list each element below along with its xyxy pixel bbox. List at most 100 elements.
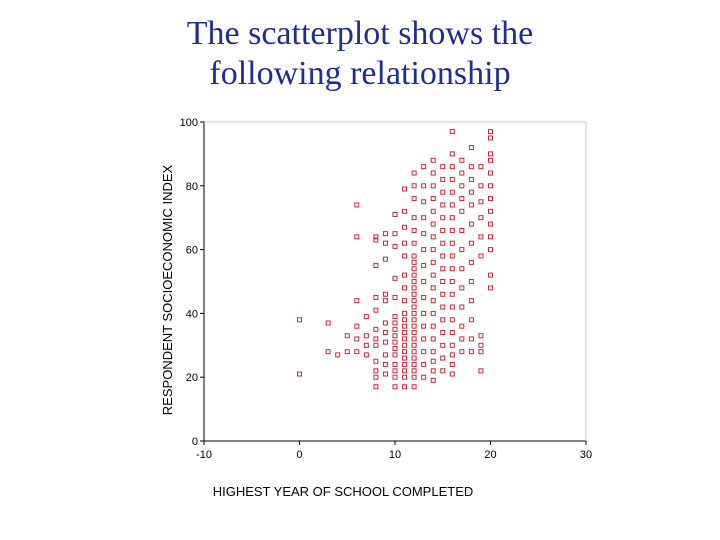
data-point: [430, 377, 436, 383]
data-point: [411, 279, 417, 284]
y-tick-label: 40: [186, 308, 198, 320]
data-point: [402, 317, 408, 323]
data-point: [449, 342, 455, 348]
data-point: [402, 310, 408, 316]
data-point: [421, 199, 427, 205]
data-point: [488, 129, 493, 135]
data-point: [421, 374, 427, 380]
data-point: [402, 330, 408, 336]
data-point: [325, 320, 331, 326]
data-point: [449, 304, 455, 310]
slide-title: The scatterplot shows the following rela…: [0, 14, 720, 94]
data-point: [392, 320, 398, 326]
data-point: [392, 326, 398, 332]
data-point: [344, 349, 350, 355]
data-point: [411, 304, 417, 310]
data-point: [392, 368, 398, 374]
data-point: [421, 349, 427, 355]
data-point: [449, 279, 455, 284]
data-point: [449, 361, 455, 367]
data-point: [440, 227, 446, 233]
data-point: [411, 291, 417, 297]
data-point: [488, 183, 493, 189]
data-point: [440, 253, 446, 259]
data-point: [411, 323, 417, 329]
data-point: [440, 342, 446, 348]
data-point: [402, 374, 408, 380]
data-point: [468, 176, 474, 182]
data-point: [430, 157, 436, 163]
data-point: [468, 145, 474, 151]
y-axis-title: RESPONDENT SOCIOECONOMIC INDEX: [160, 164, 175, 415]
data-point: [392, 345, 398, 351]
data-point: [392, 212, 398, 218]
plot-frame: [203, 121, 587, 442]
data-point: [440, 279, 446, 284]
data-point: [373, 342, 379, 348]
data-point: [478, 234, 484, 240]
data-point: [459, 196, 465, 202]
data-point: [430, 247, 436, 253]
data-point: [449, 215, 455, 221]
data-point: [402, 298, 408, 304]
data-point: [411, 272, 417, 278]
x-axis: -10 0 10 20 30: [196, 441, 592, 461]
data-point: [449, 189, 455, 195]
data-point: [421, 310, 427, 316]
data-point: [373, 358, 379, 364]
data-point: [402, 208, 408, 214]
data-point: [449, 352, 455, 358]
data-point: [459, 349, 465, 355]
data-point: [449, 266, 455, 272]
data-point: [402, 240, 408, 246]
data-point: [440, 240, 446, 246]
data-point: [430, 310, 436, 316]
x-tick-label: 0: [296, 449, 302, 461]
data-point: [411, 285, 417, 291]
data-point: [392, 374, 398, 380]
data-point: [449, 129, 455, 135]
data-point: [411, 317, 417, 323]
data-point: [488, 157, 493, 163]
data-point: [449, 227, 455, 233]
data-point: [382, 291, 388, 297]
data-point: [402, 272, 408, 278]
data-point: [430, 285, 436, 291]
data-point: [430, 259, 436, 265]
data-point: [421, 323, 427, 329]
x-tick-label: 10: [389, 449, 401, 461]
data-point: [449, 164, 455, 170]
data-point: [459, 285, 465, 291]
data-point: [354, 349, 360, 355]
data-point: [392, 361, 398, 367]
data-point: [392, 339, 398, 345]
data-point: [430, 336, 436, 342]
data-point: [411, 215, 417, 221]
data-point: [421, 294, 427, 300]
data-point: [449, 151, 455, 157]
data-point: [440, 202, 446, 208]
data-point: [392, 333, 398, 339]
data-point: [382, 256, 388, 262]
data-point: [411, 310, 417, 316]
data-point: [411, 384, 417, 390]
data-point: [468, 221, 474, 227]
data-point: [411, 183, 417, 189]
data-point: [488, 285, 493, 291]
data-point: [411, 196, 417, 202]
data-point: [411, 298, 417, 304]
data-point: [297, 371, 302, 377]
data-point: [382, 298, 388, 304]
data-point: [363, 342, 369, 348]
y-tick-label: 0: [192, 436, 198, 448]
data-point: [440, 368, 446, 374]
data-point: [392, 231, 398, 237]
data-point: [488, 221, 493, 227]
data-point: [411, 170, 417, 176]
data-point: [411, 349, 417, 355]
data-point: [354, 336, 360, 342]
data-point: [421, 336, 427, 342]
data-point: [421, 361, 427, 367]
data-point: [459, 336, 465, 342]
data-point: [468, 240, 474, 246]
